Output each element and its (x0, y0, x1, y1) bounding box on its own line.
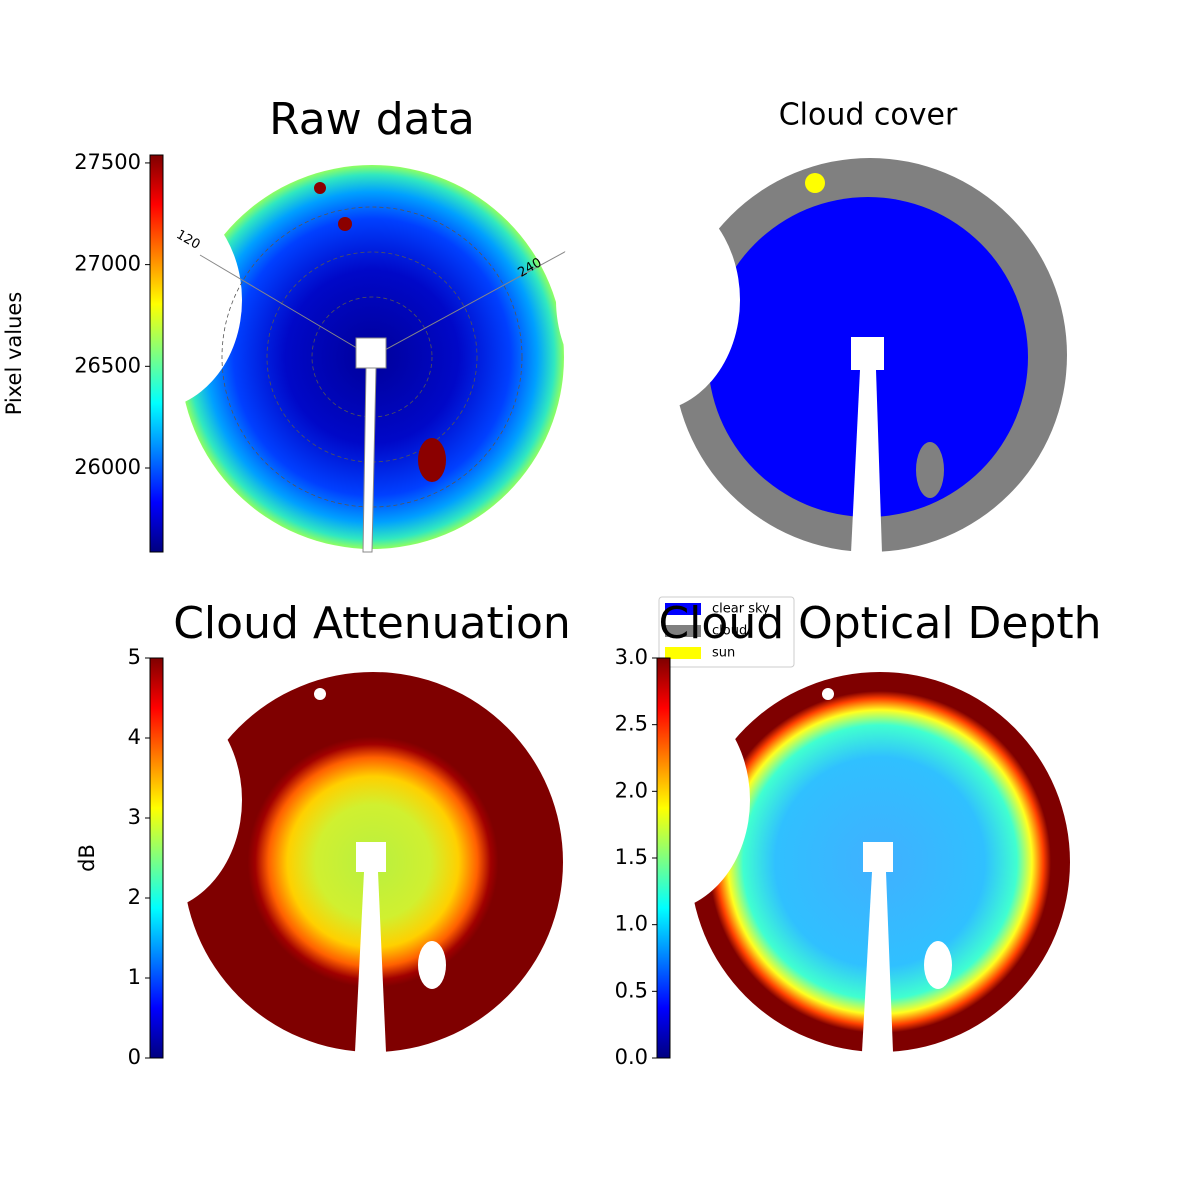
sun-marker (805, 173, 825, 193)
colorbar-tick-label: 26500 (74, 353, 141, 377)
panel-title: Cloud Attenuation (173, 598, 571, 649)
colorbar-tick-label: 0.0 (615, 1045, 648, 1069)
colorbar-tick-label: 26000 (74, 455, 141, 479)
legend-label: sun (712, 646, 735, 661)
colorbar-tick-label: 0.5 (615, 978, 648, 1002)
colorbar-tick-label: 1.0 (615, 912, 648, 936)
legend-swatch (665, 603, 701, 615)
colorbar-tick-label: 1.5 (615, 845, 648, 869)
colorbar-label: Pixel values (2, 292, 26, 416)
colorbar-tick-label: 3 (128, 805, 141, 829)
colorbar (656, 657, 671, 1059)
cloud-cover-image (556, 158, 1067, 553)
legend-label: cloud (712, 624, 747, 639)
colorbar-tick-label: 5 (128, 645, 141, 669)
colorbar-tick-label: 2.5 (615, 712, 648, 736)
panel-title: Cloud Optical Depth (658, 598, 1101, 649)
colorbar-tick-label: 1 (128, 965, 141, 989)
raw-image (58, 165, 573, 553)
colorbar-tick-label: 2.0 (615, 778, 648, 802)
legend-label: clear sky (712, 602, 770, 617)
panel-title: Raw data (269, 94, 475, 145)
colorbar-label: dB (75, 844, 99, 872)
colorbar-tick-label: 3.0 (615, 645, 648, 669)
colorbar-tick-label: 0 (128, 1045, 141, 1069)
legend-swatch (665, 625, 701, 637)
colorbar-tick-label: 2 (128, 885, 141, 909)
colorbar (149, 154, 164, 553)
optical-depth-image (566, 672, 1070, 1052)
colorbar-tick-label: 4 (128, 725, 141, 749)
colorbar-tick-label: 27000 (74, 252, 141, 276)
panel-title: Cloud cover (779, 98, 958, 133)
legend-swatch (665, 647, 701, 659)
colorbar-tick-label: 27500 (74, 150, 141, 174)
colorbar (149, 657, 164, 1059)
